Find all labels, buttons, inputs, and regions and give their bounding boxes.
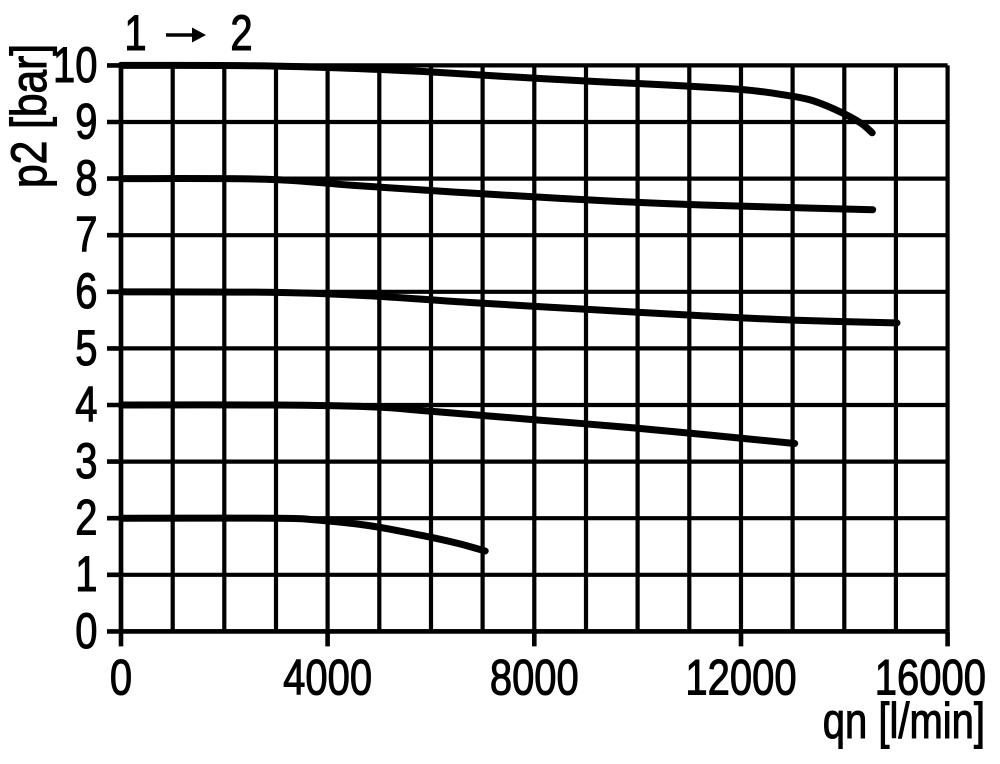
svg-text:8: 8 [75,150,97,206]
svg-text:4: 4 [75,376,97,432]
svg-text:3: 3 [75,433,97,489]
svg-text:1: 1 [124,5,146,61]
svg-text:0: 0 [110,649,132,705]
svg-text:12000: 12000 [685,649,796,705]
svg-text:qn [l/min]: qn [l/min] [823,693,985,749]
svg-text:8000: 8000 [490,649,579,705]
svg-text:9: 9 [75,93,97,149]
svg-text:16000: 16000 [875,649,986,705]
svg-text:10: 10 [53,37,97,93]
svg-text:p2 [bar]: p2 [bar] [1,44,57,188]
svg-text:2: 2 [75,489,97,545]
svg-text:6: 6 [75,263,97,319]
svg-text:4000: 4000 [283,649,372,705]
svg-text:5: 5 [75,320,97,376]
svg-text:7: 7 [75,206,97,262]
svg-text:2: 2 [230,5,252,61]
svg-text:0: 0 [75,603,97,659]
svg-text:1: 1 [75,546,97,602]
